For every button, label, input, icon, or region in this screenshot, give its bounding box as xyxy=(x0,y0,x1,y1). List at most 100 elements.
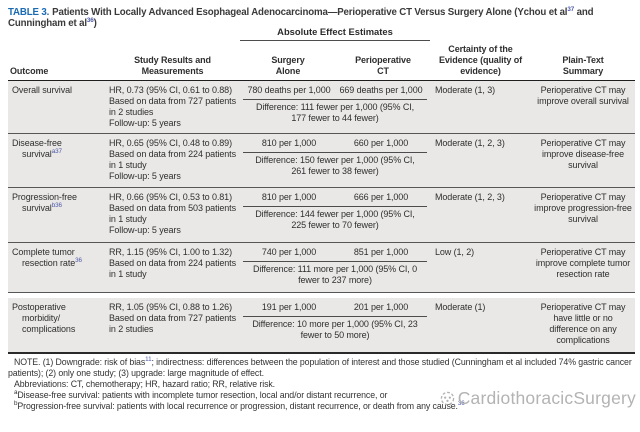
effects-cell: 740 per 1,000 851 per 1,000 Difference: … xyxy=(240,243,430,292)
effects-cell: 810 per 1,000 660 per 1,000 Difference: … xyxy=(240,134,430,187)
study-line: Based on data from 503 patients in 1 stu… xyxy=(109,202,236,224)
effect-values: 740 per 1,000 851 per 1,000 xyxy=(243,243,427,262)
table-row: Complete tumor resection rate36 RR, 1.15… xyxy=(8,243,635,293)
footnote-a-text: Disease-free survival: patients with inc… xyxy=(17,390,388,401)
column-header-summary: Plain-Text Summary xyxy=(562,54,604,76)
periop-value: 669 deaths per 1,000 xyxy=(339,85,423,95)
column-header-outcome: Outcome xyxy=(10,65,49,76)
column-header-perioperative-ct: Perioperative CT xyxy=(355,54,411,76)
table-title-end: ) xyxy=(93,18,97,29)
row-separator-gap xyxy=(8,293,635,298)
study-line: Based on data from 224 patients in 1 stu… xyxy=(109,148,236,170)
outcome-text: Postoperative morbidity/ complications xyxy=(12,302,76,334)
abbreviations-line: Abbreviations: CT, chemotherapy; HR, haz… xyxy=(14,379,276,390)
study-line: HR, 0.73 (95% CI, 0.61 to 0.88) xyxy=(109,85,232,95)
study-cell: HR, 0.66 (95% CI, 0.53 to 0.81) Based on… xyxy=(105,188,240,242)
surgery-value: 740 per 1,000 xyxy=(261,247,317,257)
study-line: Follow-up: 5 years xyxy=(109,117,181,128)
study-cell: RR, 1.05 (95% CI, 0.88 to 1.26) Based on… xyxy=(105,298,240,352)
study-cell: HR, 0.65 (95% CI, 0.48 to 0.89) Based on… xyxy=(105,134,240,187)
certainty-cell: Low (1, 2) xyxy=(435,247,475,257)
study-cell: HR, 0.73 (95% CI, 0.61 to 0.88) Based on… xyxy=(105,81,240,133)
table-row: Postoperative morbidity/ complications R… xyxy=(8,298,635,354)
table-body: Overall survival HR, 0.73 (95% CI, 0.61 … xyxy=(8,81,635,354)
outcome-text: Disease-free survival xyxy=(12,138,62,159)
note-text: NOTE. (1) Downgrade: risk of bias xyxy=(14,357,146,367)
difference-text: Difference: 10 more per 1,000 (95% CI, 2… xyxy=(252,318,418,340)
study-line: Based on data from 224 patients in 1 stu… xyxy=(109,257,236,279)
effect-values: 810 per 1,000 666 per 1,000 xyxy=(243,188,427,207)
outcome-cell: Complete tumor resection rate36 xyxy=(8,243,105,292)
periop-value: 851 per 1,000 xyxy=(353,247,409,257)
summary-cell: Perioperative CT may improve complete tu… xyxy=(535,247,631,279)
outcome-cell: Overall survival xyxy=(8,81,105,133)
absolute-effect-estimates-header: Absolute Effect Estimates xyxy=(240,26,430,41)
table-row: Disease-free survivala37 HR, 0.65 (95% C… xyxy=(8,134,635,188)
outcome-cell: Postoperative morbidity/ complications xyxy=(8,298,105,352)
summary-cell: Perioperative CT may improve disease-fre… xyxy=(540,138,626,170)
outcome-text: Overall survival xyxy=(12,85,72,95)
periop-value: 666 per 1,000 xyxy=(353,192,409,202)
summary-cell: Perioperative CT may have little or no d… xyxy=(540,302,626,345)
outcome-text: Complete tumor resection rate xyxy=(12,247,76,268)
footnote-b-reference: 36 xyxy=(457,400,465,408)
effect-values: 780 deaths per 1,000 669 deaths per 1,00… xyxy=(243,81,427,100)
column-header-study-results: Study Results and Measurements xyxy=(134,54,211,76)
outcome-text: Progression-free survival xyxy=(12,192,77,213)
study-line: Follow-up: 5 years xyxy=(109,224,181,235)
note-text-continued: ; indirectness: differences between the … xyxy=(8,357,632,379)
summary-cell: Perioperative CT may improve overall sur… xyxy=(537,85,629,106)
periop-value: 201 per 1,000 xyxy=(353,302,409,312)
effects-cell: 810 per 1,000 666 per 1,000 Difference: … xyxy=(240,188,430,242)
surgery-value: 810 per 1,000 xyxy=(261,138,317,148)
outcome-cell: Progression-free survivalb36 xyxy=(8,188,105,242)
summary-cell: Perioperative CT may improve progression… xyxy=(534,192,632,224)
study-line: HR, 0.66 (95% CI, 0.53 to 0.81) xyxy=(109,192,232,202)
difference-text: Difference: 144 fewer per 1,000 (95% CI,… xyxy=(255,208,415,230)
certainty-cell: Moderate (1) xyxy=(435,302,486,312)
column-header-certainty: Certainty of the Evidence (quality of ev… xyxy=(438,44,523,76)
study-cell: RR, 1.15 (95% CI, 1.00 to 1.32) Based on… xyxy=(105,243,240,292)
study-line: Based on data from 727 patients in 2 stu… xyxy=(109,312,236,334)
study-line: RR, 1.15 (95% CI, 1.00 to 1.32) xyxy=(109,247,232,257)
outcome-superscript: a37 xyxy=(51,147,62,155)
table-row: Overall survival HR, 0.73 (95% CI, 0.61 … xyxy=(8,81,635,134)
difference-text: Difference: 111 fewer per 1,000 (95% CI,… xyxy=(255,101,415,123)
effects-cell: 191 per 1,000 201 per 1,000 Difference: … xyxy=(240,298,430,352)
reference-36: 36 xyxy=(86,16,94,24)
certainty-cell: Moderate (1, 3) xyxy=(435,85,496,95)
table-title-mid: and Cunningham et al xyxy=(8,7,594,29)
footnote-b-marker: b xyxy=(14,400,18,408)
column-header-surgery-alone: Surgery Alone xyxy=(271,54,305,76)
periop-value: 660 per 1,000 xyxy=(353,138,409,148)
certainty-cell: Moderate (1, 2, 3) xyxy=(435,138,505,148)
table-row: Progression-free survivalb36 HR, 0.66 (9… xyxy=(8,188,635,243)
certainty-cell: Moderate (1, 2, 3) xyxy=(435,192,505,202)
surgery-value: 810 per 1,000 xyxy=(261,192,317,202)
note-line: NOTE. (1) Downgrade: risk of bias11; ind… xyxy=(8,356,636,379)
effect-values: 191 per 1,000 201 per 1,000 xyxy=(243,298,427,317)
outcome-superscript: b36 xyxy=(51,201,62,209)
effects-cell: 780 deaths per 1,000 669 deaths per 1,00… xyxy=(240,81,430,133)
watermark-logo-icon xyxy=(440,391,454,406)
footnote-b-text: Progression-free survival: patients with… xyxy=(17,401,458,412)
footnote-a-marker: a xyxy=(14,389,18,397)
study-line: RR, 1.05 (95% CI, 0.88 to 1.26) xyxy=(109,302,232,312)
watermark-text: CardiothoracicSurgery xyxy=(457,388,636,408)
outcome-cell: Disease-free survivala37 xyxy=(8,134,105,187)
study-line: Follow-up: 5 years xyxy=(109,170,181,181)
difference-text: Difference: 111 more per 1,000 (95% CI, … xyxy=(253,263,417,285)
surgery-value: 191 per 1,000 xyxy=(261,302,317,312)
study-line: HR, 0.65 (95% CI, 0.48 to 0.89) xyxy=(109,138,232,148)
note-reference-11: 11 xyxy=(145,356,152,364)
study-line: Based on data from 727 patients in 2 stu… xyxy=(109,95,236,117)
footnote-b-line: bProgression-free survival: patients wit… xyxy=(8,401,636,412)
table-footnotes: NOTE. (1) Downgrade: risk of bias11; ind… xyxy=(8,356,636,412)
table-title: TABLE 3. Patients With Locally Advanced E… xyxy=(8,5,636,29)
table-title-text: Patients With Locally Advanced Esophagea… xyxy=(52,7,568,18)
reference-37: 37 xyxy=(567,5,575,13)
difference-text: Difference: 150 fewer per 1,000 (95% CI,… xyxy=(255,154,415,176)
table-number-label: TABLE 3. xyxy=(8,7,50,18)
table-header-row: Outcome Study Results and Measurements S… xyxy=(8,44,635,83)
watermark: CardiothoracicSurgery xyxy=(440,388,636,409)
